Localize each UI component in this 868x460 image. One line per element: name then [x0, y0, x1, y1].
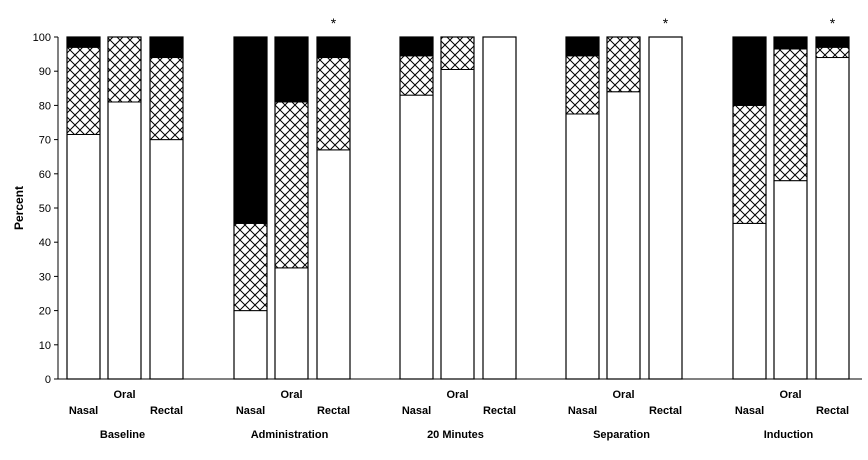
- route-label: Oral: [446, 389, 468, 401]
- bar-segment-bottom: [565, 113, 600, 380]
- route-label: Rectal: [483, 405, 516, 417]
- bar-segment-middle: [440, 36, 475, 70]
- y-tick-label: 30: [39, 271, 51, 283]
- bar-outline: [606, 36, 641, 380]
- route-label: Rectal: [649, 405, 682, 417]
- y-tick-label: 80: [39, 100, 51, 112]
- bar-segment-middle: [66, 46, 101, 135]
- y-tick-label: 60: [39, 169, 51, 181]
- group-label: Administration: [251, 429, 329, 441]
- bar-segment-bottom: [648, 36, 683, 380]
- bar-segment-middle: [815, 46, 850, 59]
- bar-segment-middle: [107, 36, 142, 103]
- y-tick-label: 0: [45, 374, 51, 386]
- y-tick-label: 70: [39, 135, 51, 147]
- bar-segment-bottom: [149, 139, 184, 380]
- route-label: Nasal: [236, 405, 265, 417]
- route-label: Nasal: [69, 405, 98, 417]
- y-tick-label: 20: [39, 306, 51, 318]
- bar-segment-bottom: [274, 267, 309, 380]
- bar-segment-bottom: [606, 91, 641, 380]
- y-tick-label: 10: [39, 340, 51, 352]
- bar-segment-middle: [316, 57, 351, 151]
- bar-segment-middle: [565, 55, 600, 115]
- route-label: Nasal: [402, 405, 431, 417]
- bar-segment-bottom: [773, 180, 808, 380]
- bar-outline: [482, 36, 517, 380]
- route-label: Nasal: [568, 405, 597, 417]
- bar-segment-middle: [274, 101, 309, 269]
- bar-outline: [66, 36, 101, 380]
- bar-segment-top: [773, 36, 808, 50]
- bar-segment-middle: [149, 57, 184, 141]
- route-label: Rectal: [816, 405, 849, 417]
- y-axis-label: Percent: [12, 186, 26, 230]
- bar-segment-middle: [773, 48, 808, 182]
- significance-star: *: [331, 15, 337, 31]
- bar-segment-bottom: [732, 222, 767, 380]
- route-label: Oral: [113, 389, 135, 401]
- bar-segment-middle: [399, 55, 434, 96]
- y-tick-label: 50: [39, 203, 51, 215]
- bar-segment-middle: [732, 104, 767, 224]
- y-tick-label: 100: [33, 32, 51, 44]
- route-label: Oral: [280, 389, 302, 401]
- bar-outline: [648, 36, 683, 380]
- route-label: Nasal: [735, 405, 764, 417]
- bar-segment-top: [815, 36, 850, 48]
- bar-outline: [149, 36, 184, 380]
- significance-star: *: [663, 15, 669, 31]
- bar-segment-bottom: [482, 36, 517, 380]
- bar-outline: [274, 36, 309, 380]
- bar-segment-top: [316, 36, 351, 59]
- bar-segment-top: [399, 36, 434, 57]
- bar-outline: [399, 36, 434, 380]
- bar-segment-top: [66, 36, 101, 48]
- bar-outline: [233, 36, 268, 380]
- bar-segment-bottom: [440, 68, 475, 380]
- route-label: Oral: [779, 389, 801, 401]
- route-label: Oral: [612, 389, 634, 401]
- bar-outline: [815, 36, 850, 380]
- bar-segment-top: [149, 36, 184, 59]
- bar-segment-bottom: [66, 133, 101, 380]
- x-axis-labels: NasalOralRectalBaselineNasalOralRectalAd…: [69, 389, 849, 441]
- bar-segment-bottom: [107, 101, 142, 380]
- bar-segment-bottom: [316, 149, 351, 380]
- bar-outline: [732, 36, 767, 380]
- y-tick-label: 40: [39, 237, 51, 249]
- group-label: 20 Minutes: [427, 429, 484, 441]
- y-tick-label: 90: [39, 66, 51, 78]
- bar-outline: [107, 36, 142, 380]
- bar-segment-bottom: [815, 57, 850, 380]
- route-label: Rectal: [317, 405, 350, 417]
- bars: * * *: [66, 15, 850, 380]
- bar-segment-top: [274, 36, 309, 103]
- bar-segment-top: [732, 36, 767, 106]
- group-label: Separation: [593, 429, 650, 441]
- bar-segment-middle: [233, 222, 268, 312]
- bar-segment-bottom: [399, 94, 434, 380]
- significance-star: *: [830, 15, 836, 31]
- bar-segment-top: [565, 36, 600, 57]
- bar-segment-top: [233, 36, 268, 224]
- bar-outline: [440, 36, 475, 380]
- group-label: Induction: [764, 429, 814, 441]
- group-label: Baseline: [100, 429, 145, 441]
- bar-outline: [316, 36, 351, 380]
- bar-segment-middle: [606, 36, 641, 93]
- bar-segment-bottom: [233, 310, 268, 380]
- route-label: Rectal: [150, 405, 183, 417]
- bar-outline: [565, 36, 600, 380]
- bar-outline: [773, 36, 808, 380]
